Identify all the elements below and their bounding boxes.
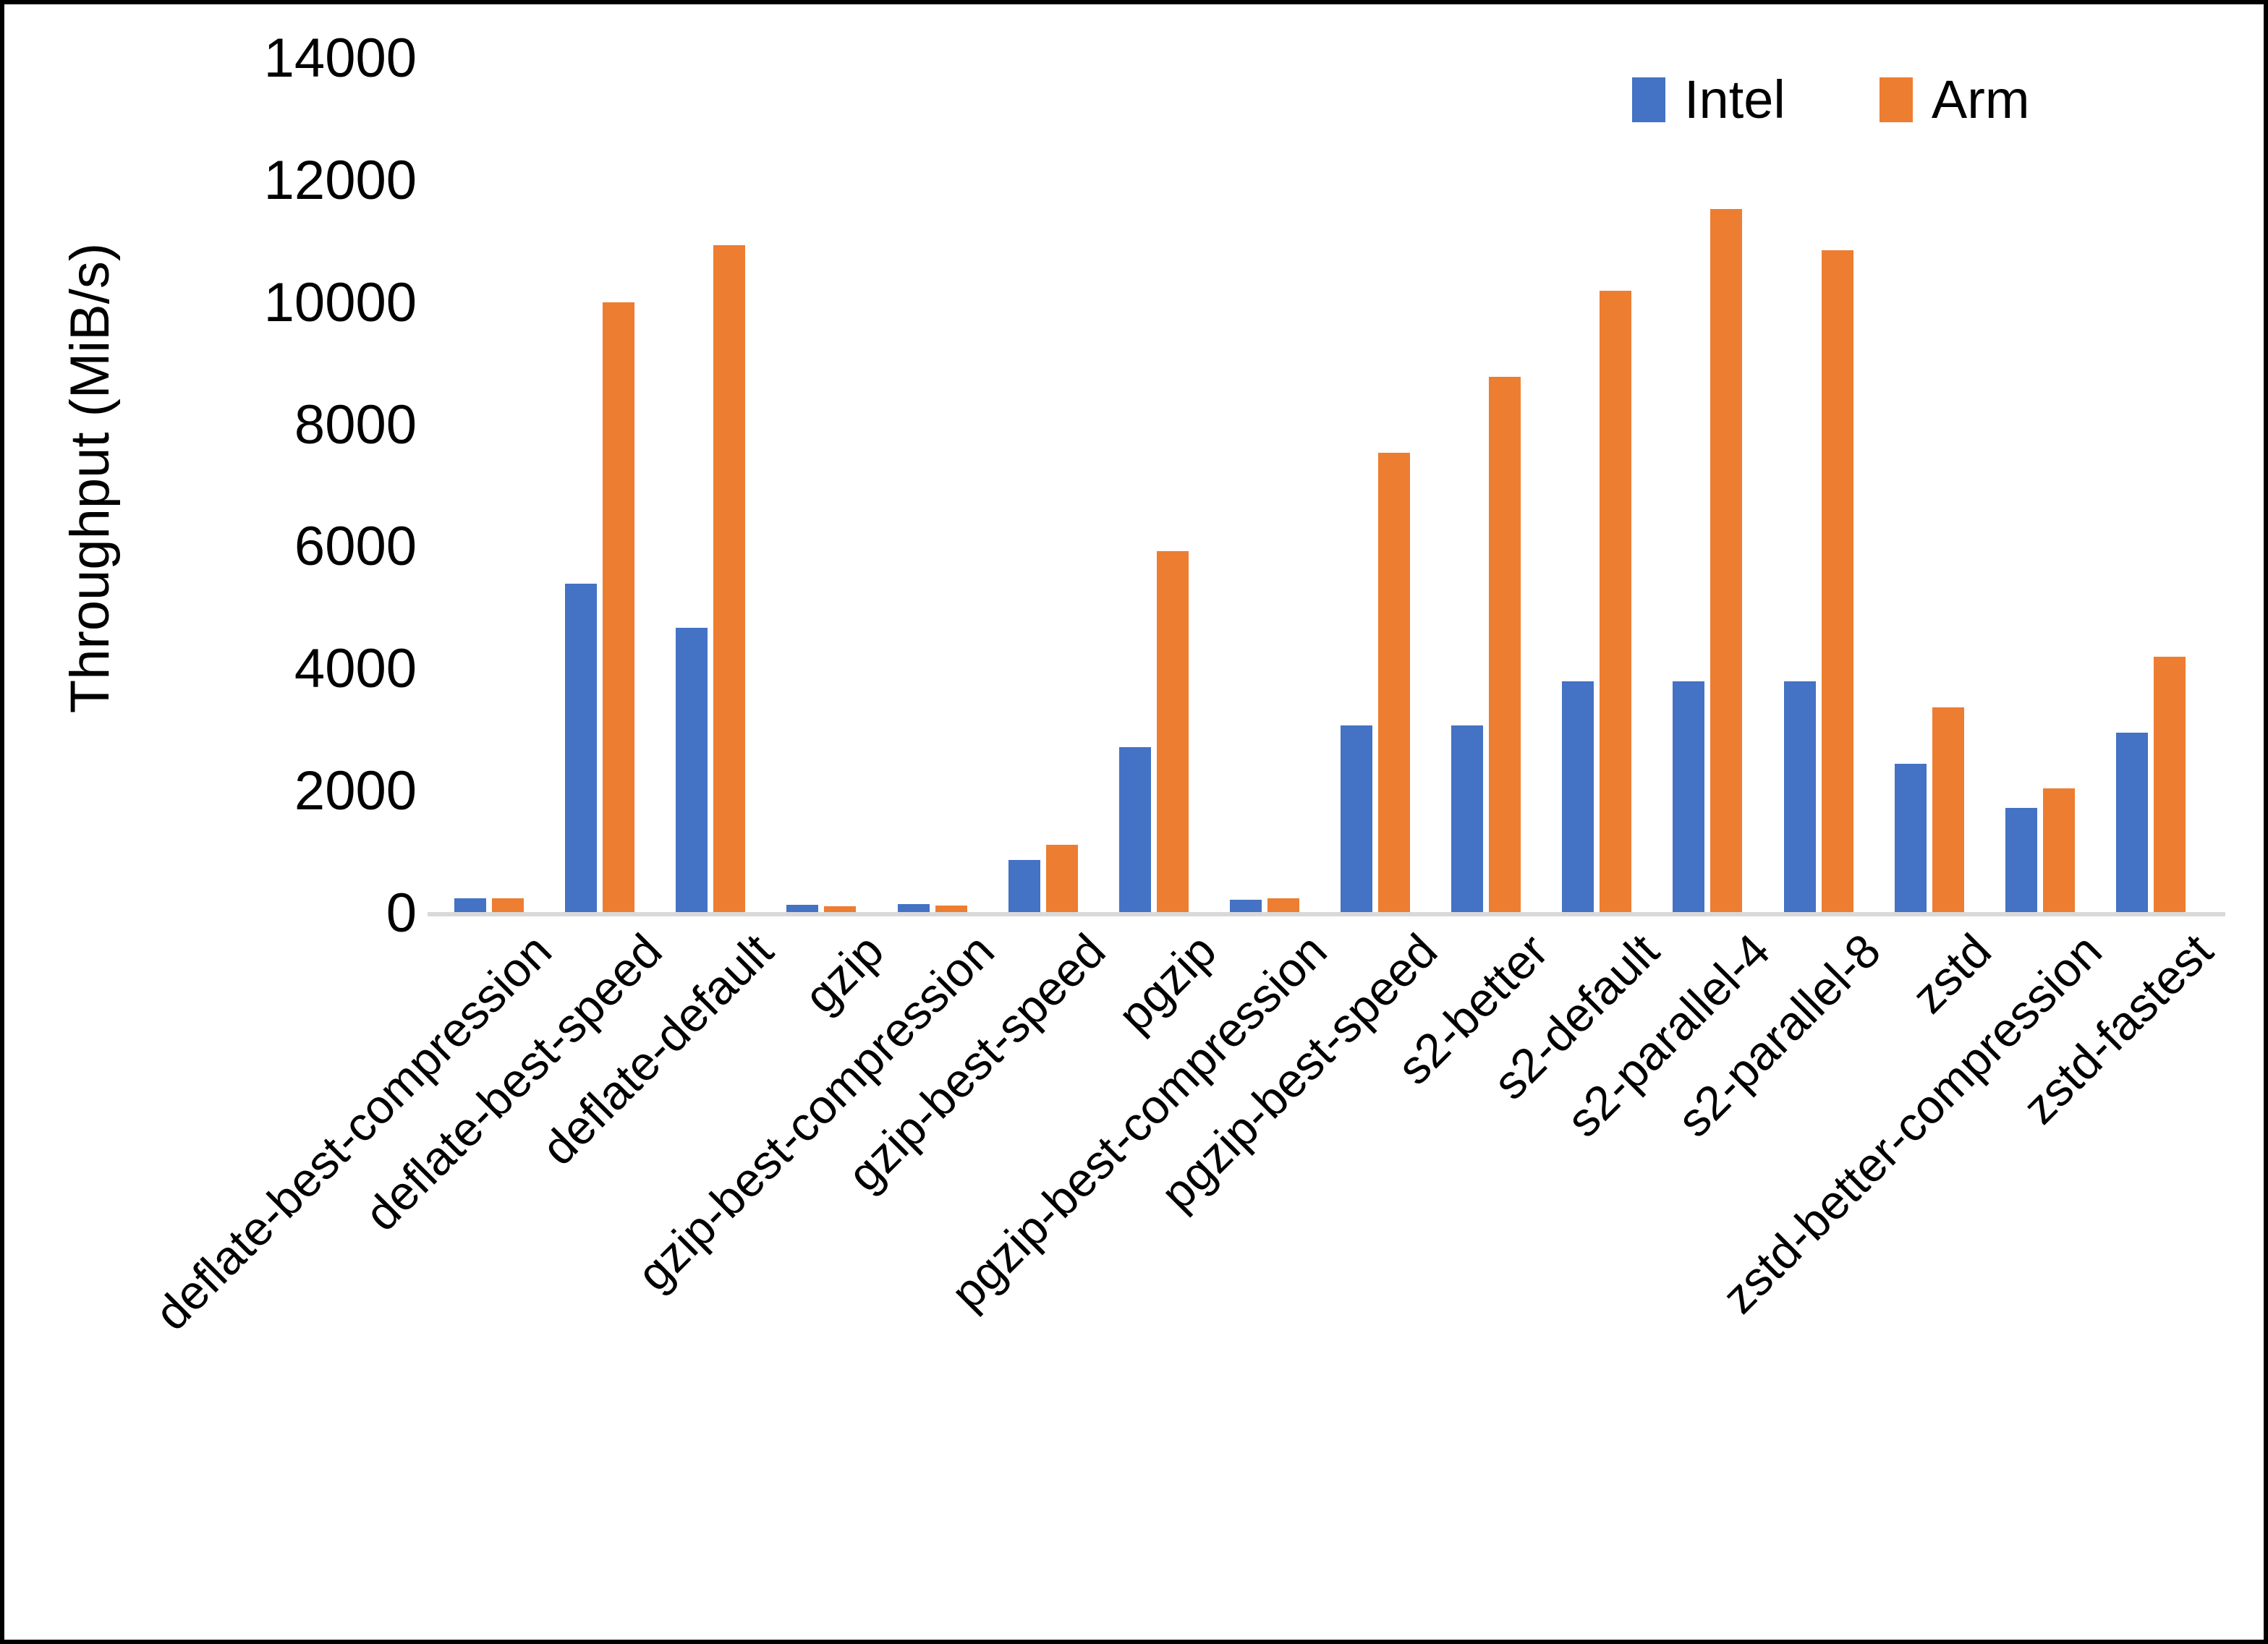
bar-intel[interactable] bbox=[1229, 899, 1262, 913]
bar-intel[interactable] bbox=[454, 898, 486, 913]
bar-group bbox=[1546, 59, 1657, 913]
y-tick-label: 8000 bbox=[294, 393, 417, 456]
bar-intel[interactable] bbox=[1562, 681, 1594, 913]
chart-legend: Intel Arm bbox=[1632, 73, 2030, 127]
bar-group bbox=[1435, 59, 1546, 913]
bar-intel[interactable] bbox=[1341, 725, 1372, 913]
bar-arm[interactable] bbox=[603, 302, 635, 913]
bar-group bbox=[1214, 59, 1325, 913]
x-axis-tick-labels: deflate-best-compression deflate-best-spe… bbox=[144, 923, 2222, 1574]
bar-arm[interactable] bbox=[1710, 208, 1743, 913]
bar-group bbox=[1103, 59, 1214, 913]
y-tick-label: 14000 bbox=[263, 27, 417, 89]
legend-item-arm: Arm bbox=[1879, 69, 2030, 129]
bar-group bbox=[882, 59, 993, 913]
y-tick-label: 6000 bbox=[294, 516, 417, 578]
bar-intel[interactable] bbox=[2005, 807, 2037, 913]
bar-arm[interactable] bbox=[2042, 788, 2075, 913]
legend-label: Intel bbox=[1684, 69, 1785, 129]
bar-group bbox=[660, 59, 770, 913]
bar-arm[interactable] bbox=[935, 906, 967, 913]
legend-swatch-icon bbox=[1632, 77, 1665, 122]
bar-intel[interactable] bbox=[565, 584, 598, 913]
bar-intel[interactable] bbox=[676, 627, 708, 913]
bar-arm[interactable] bbox=[492, 898, 524, 913]
x-axis-line bbox=[428, 912, 2225, 916]
bar-intel[interactable] bbox=[1451, 725, 1484, 913]
bar-intel[interactable] bbox=[1008, 859, 1040, 913]
bar-group bbox=[438, 59, 549, 913]
bar-intel[interactable] bbox=[897, 904, 930, 913]
bar-group bbox=[770, 59, 881, 913]
bar-intel[interactable] bbox=[786, 905, 819, 913]
legend-item-intel: Intel bbox=[1632, 73, 1785, 127]
bar-group bbox=[2100, 59, 2211, 913]
bar-arm[interactable] bbox=[2153, 657, 2186, 913]
plot-area bbox=[438, 59, 2211, 913]
bar-group bbox=[993, 59, 1103, 913]
bar-group bbox=[1325, 59, 1435, 913]
bar-intel[interactable] bbox=[1894, 764, 1927, 913]
bar-arm[interactable] bbox=[1932, 707, 1964, 913]
legend-swatch-icon bbox=[1879, 77, 1913, 122]
bar-arm[interactable] bbox=[713, 244, 746, 913]
bar-intel[interactable] bbox=[2115, 733, 2148, 913]
y-axis-tick-labels: 14000 12000 10000 8000 6000 4000 2000 0 bbox=[171, 4, 417, 1017]
bar-arm[interactable] bbox=[1156, 551, 1189, 913]
y-tick-label: 2000 bbox=[294, 760, 417, 822]
y-tick-label: 0 bbox=[386, 882, 417, 944]
bar-arm[interactable] bbox=[1267, 898, 1299, 913]
bar-intel[interactable] bbox=[1783, 681, 1816, 913]
bar-intel[interactable] bbox=[1118, 746, 1151, 913]
bar-group bbox=[1657, 59, 1767, 913]
bar-arm[interactable] bbox=[1600, 290, 1632, 913]
y-tick-label: 12000 bbox=[263, 149, 417, 211]
bar-intel[interactable] bbox=[1673, 681, 1705, 913]
bar-group bbox=[1768, 59, 1879, 913]
legend-label: Arm bbox=[1931, 69, 2030, 129]
bar-arm[interactable] bbox=[1489, 376, 1521, 913]
bar-group bbox=[1879, 59, 1989, 913]
bar-arm[interactable] bbox=[1045, 845, 1078, 913]
bar-group bbox=[549, 59, 660, 913]
y-axis-title: Throughput (MiB/s) bbox=[59, 242, 121, 714]
bar-group bbox=[1989, 59, 2100, 913]
y-tick-label: 10000 bbox=[263, 271, 417, 333]
bar-arm[interactable] bbox=[1821, 250, 1853, 913]
bar-arm[interactable] bbox=[1378, 452, 1410, 913]
y-tick-label: 4000 bbox=[294, 638, 417, 700]
bar-arm[interactable] bbox=[824, 906, 857, 913]
